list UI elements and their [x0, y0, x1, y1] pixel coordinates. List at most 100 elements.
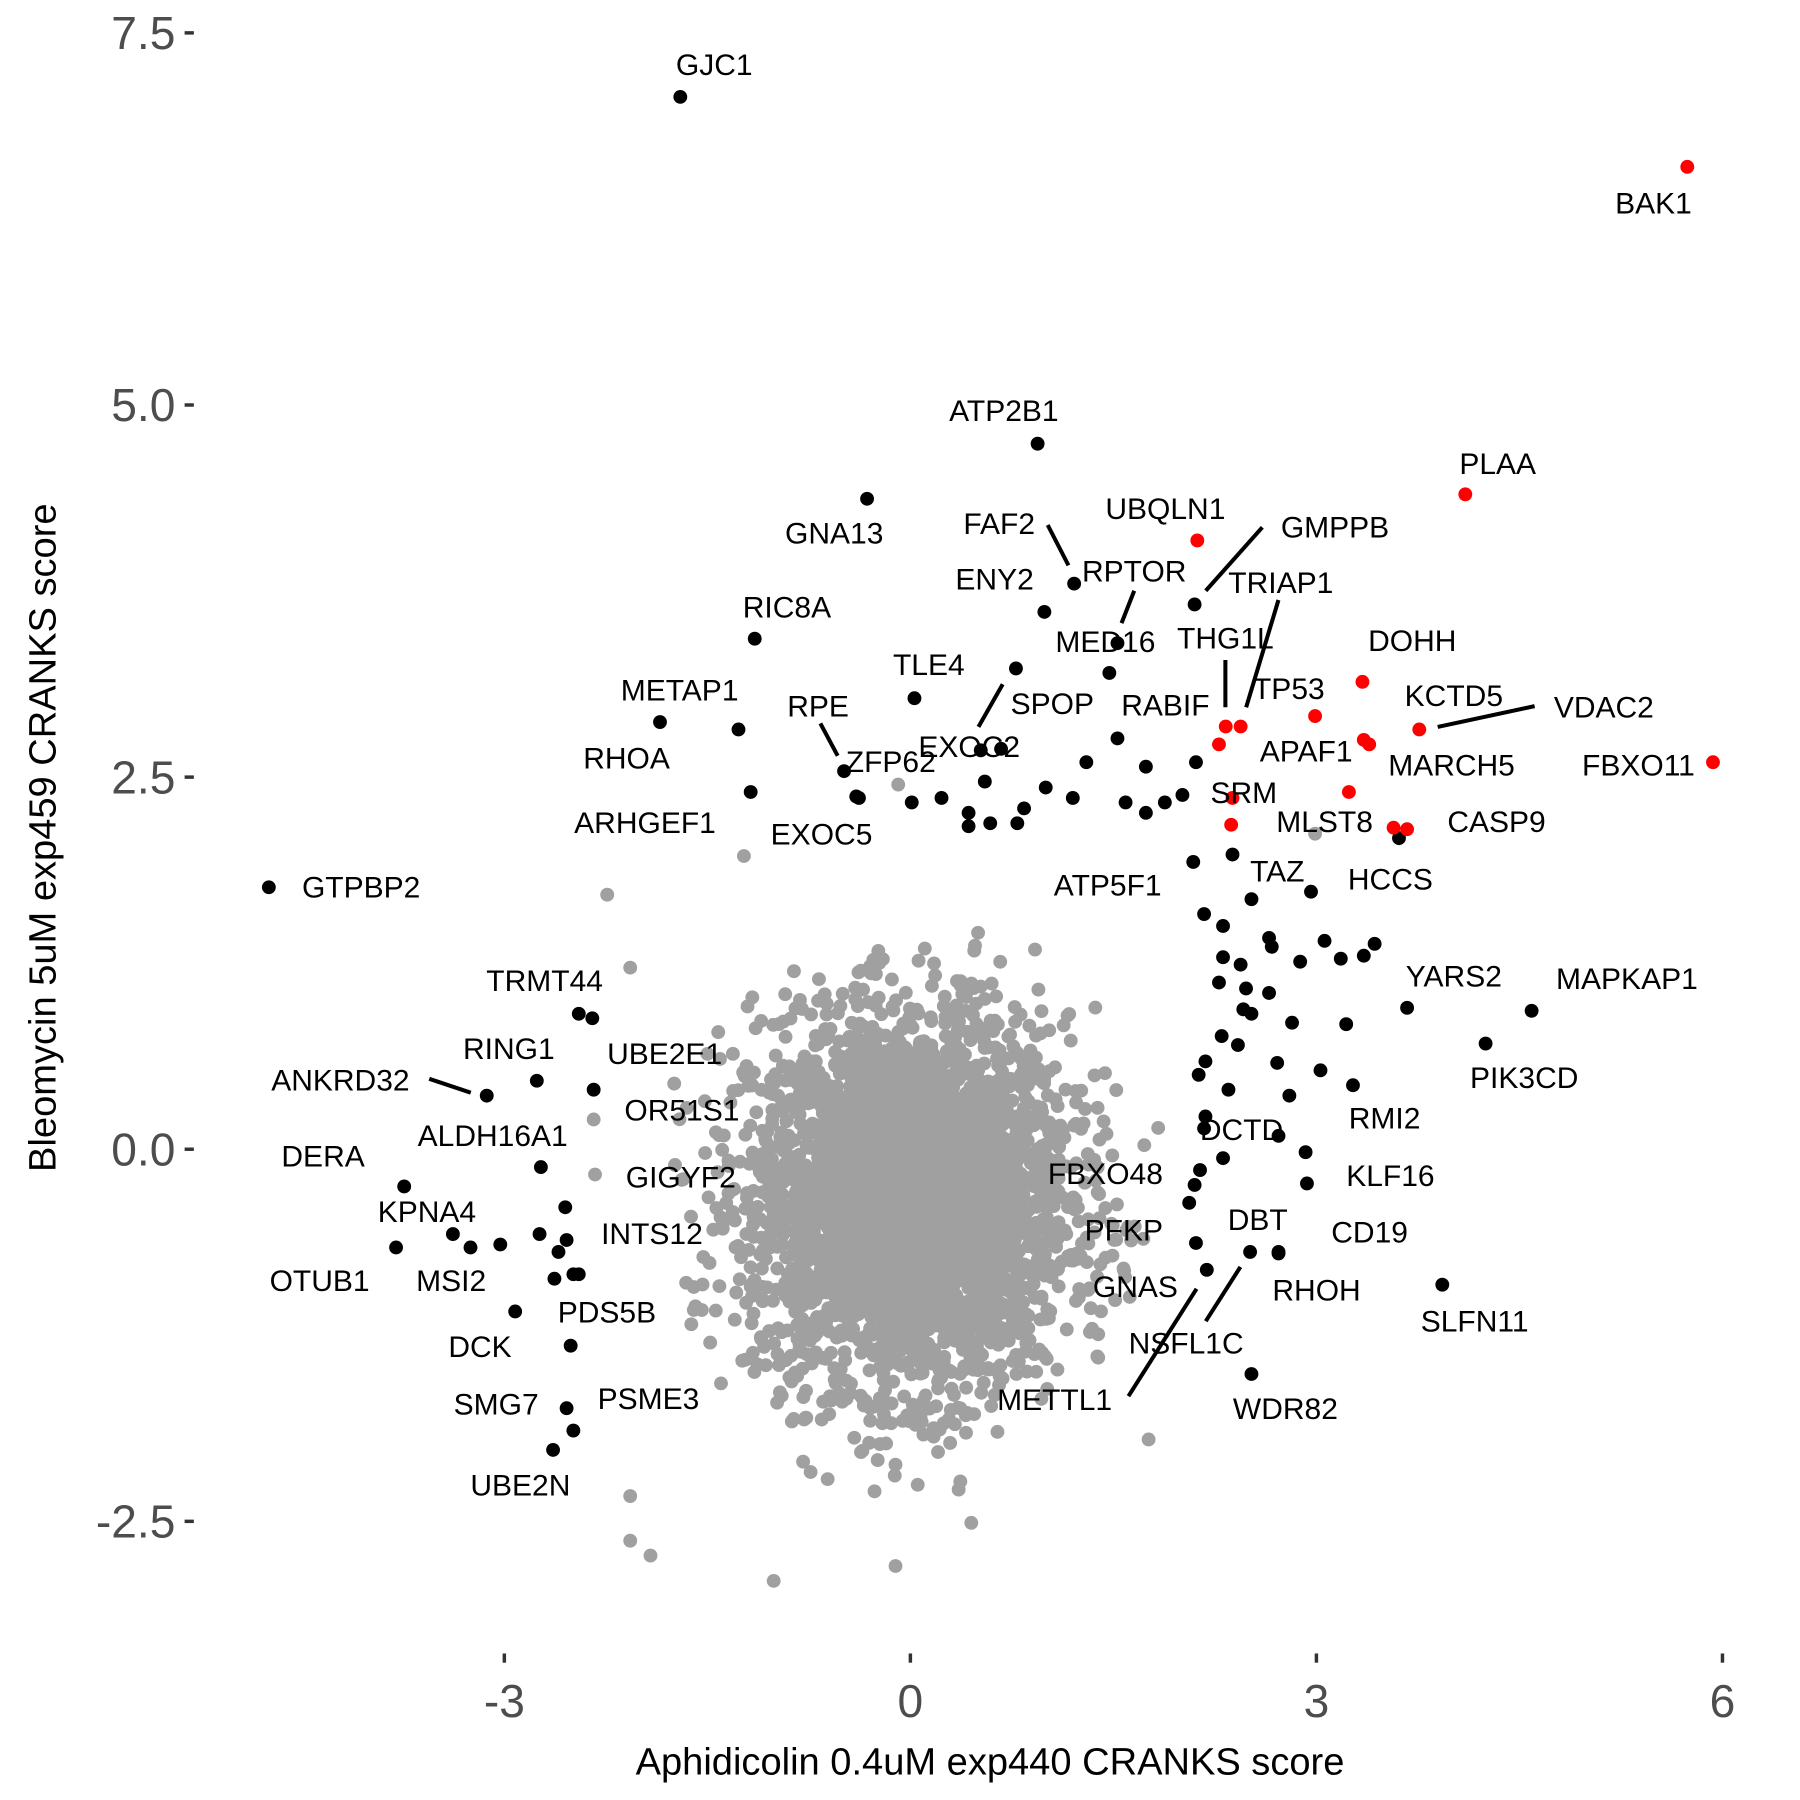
point-gna13: [860, 491, 874, 506]
gray-point: [982, 1131, 997, 1146]
axes: -3 0 3 6 -2.5 0.0 2.5 5.0 7.5 Aphidicolin 0.4uM…: [22, 7, 1735, 1784]
gray-point: [1050, 1099, 1065, 1114]
label-med16: MED16: [1055, 626, 1155, 659]
gray-point: [936, 1296, 951, 1311]
gray-point: [952, 1109, 967, 1123]
x-tick-label: 6: [1710, 1675, 1736, 1727]
point-trmt44: [571, 1006, 586, 1021]
gray-point: [1036, 1212, 1051, 1227]
point-faf2: [1067, 576, 1082, 591]
gray-point: [761, 1232, 776, 1247]
gray-point: [902, 1010, 917, 1025]
gray-point: [824, 1393, 839, 1408]
gray-point: [898, 1163, 913, 1178]
gray-point: [869, 1051, 884, 1065]
point-dohh: [1355, 674, 1370, 689]
gray-point: [1151, 1120, 1166, 1135]
gray-point: [1037, 1247, 1052, 1262]
gray-point: [1008, 1135, 1022, 1150]
gray-point: [979, 1362, 994, 1377]
point-yars2: [1400, 1000, 1415, 1015]
gray-point: [971, 925, 986, 940]
point-klf16: [1298, 1145, 1313, 1160]
highlighted-point: [1400, 822, 1415, 837]
gray-point: [778, 1143, 793, 1157]
gray-point: [1025, 1156, 1039, 1171]
gray-point: [725, 1182, 740, 1197]
point-smg7: [559, 1401, 574, 1416]
gray-point: [885, 1060, 900, 1075]
gray-point: [1069, 1095, 1084, 1110]
gray-point: [1008, 1315, 1023, 1329]
gray-point: [745, 990, 760, 1005]
gray-point: [879, 1141, 894, 1155]
label-faf2: FAF2: [963, 508, 1035, 541]
label-ankrd32: ANKRD32: [271, 1064, 409, 1097]
gray-point: [1082, 1325, 1097, 1339]
gray-point: [1040, 1088, 1055, 1103]
gray-point: [772, 1205, 787, 1220]
gray-point: [975, 1172, 990, 1187]
gray-point: [897, 1186, 912, 1201]
gray-point: [752, 1165, 767, 1179]
gray-point: [778, 987, 793, 1002]
label-smg7: SMG7: [454, 1389, 539, 1422]
hit-point: [1038, 780, 1053, 795]
label-otub1: OTUB1: [270, 1265, 370, 1298]
gray-point: [1068, 1116, 1083, 1131]
gray-point: [1105, 1248, 1120, 1263]
gray-point: [976, 1375, 991, 1390]
gray-point: [1008, 1014, 1023, 1029]
gray-point: [725, 1204, 740, 1219]
highlighted-point: [1341, 785, 1356, 799]
gray-point: [924, 1251, 938, 1266]
gray-point: [923, 1010, 938, 1025]
hit-point: [1285, 1015, 1299, 1030]
gray-point: [766, 1573, 781, 1588]
gray-point: [920, 1184, 935, 1199]
point-rhoa: [731, 722, 746, 737]
point-gmppb: [1187, 597, 1202, 612]
hit-point: [1214, 1029, 1229, 1044]
hit-point: [1333, 951, 1348, 966]
gray-point: [844, 1219, 859, 1234]
gray-point: [795, 1311, 809, 1326]
gray-point: [997, 1300, 1012, 1315]
hit-point: [977, 774, 992, 789]
gray-point: [891, 777, 906, 792]
gray-point: [1049, 1225, 1064, 1240]
gray-point: [855, 1034, 870, 1049]
gray-point: [797, 1049, 812, 1064]
gray-point: [864, 1115, 879, 1130]
label-atp2b1: ATP2B1: [949, 395, 1059, 428]
gray-point: [991, 1058, 1006, 1073]
gray-point: [701, 1190, 716, 1205]
label-pfkp: PFKP: [1085, 1214, 1163, 1247]
label-aldh16a1: ALDH16A1: [418, 1120, 568, 1153]
label-fbxo11: FBXO11: [1582, 749, 1695, 782]
point-apaf1: [1212, 737, 1226, 752]
point-tp53: [1308, 709, 1322, 724]
gray-point: [938, 1029, 953, 1044]
gray-point: [843, 1079, 857, 1094]
gray-point: [872, 1076, 887, 1090]
hit-point: [994, 741, 1008, 756]
gray-point: [848, 1276, 863, 1291]
point-atp2b1: [1030, 436, 1045, 451]
gray-point: [973, 1251, 988, 1266]
label-exoc2: EXOC2: [918, 731, 1020, 764]
gray-point: [748, 1021, 763, 1036]
point-med16: [1102, 666, 1117, 680]
hit-point: [1317, 933, 1332, 948]
gray-point: [943, 1150, 958, 1165]
gray-point: [753, 1247, 768, 1262]
label-mapkap1: MAPKAP1: [1556, 963, 1698, 996]
hit-point: [1367, 936, 1382, 951]
gray-point: [973, 1271, 988, 1286]
gray-point: [766, 1017, 781, 1032]
hit-point: [532, 1227, 547, 1241]
gray-point: [988, 1040, 1003, 1055]
gray-point: [957, 989, 972, 1004]
gray-point: [823, 1022, 838, 1036]
point-exoc5: [852, 791, 866, 805]
